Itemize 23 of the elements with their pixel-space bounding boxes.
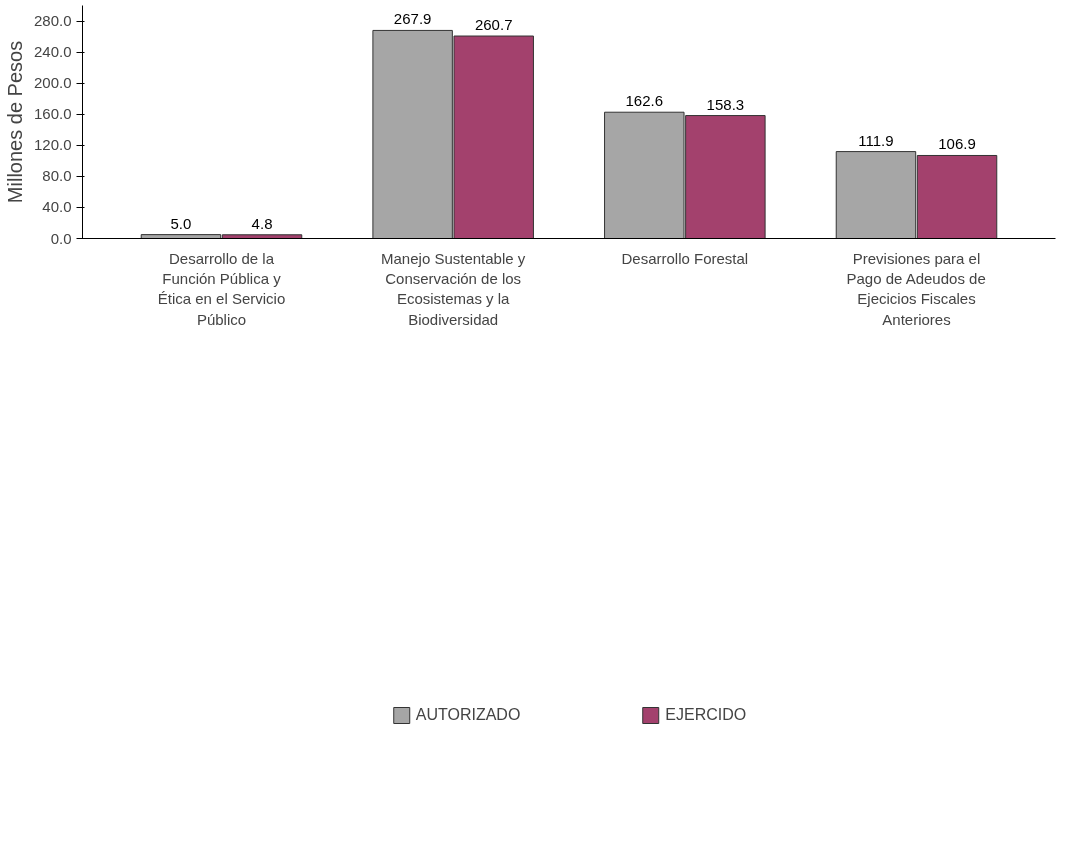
data-label: 106.9 bbox=[938, 135, 976, 153]
data-label: 4.8 bbox=[251, 214, 273, 232]
y-tick-label: 200.0 bbox=[33, 74, 72, 92]
data-label: 267.9 bbox=[393, 10, 432, 28]
y-tick-label: 0.0 bbox=[50, 229, 72, 247]
x-tick-label: Desarrollo de la Función Pública y Ética en el Servicio Público bbox=[157, 249, 286, 328]
y-tick-label: 80.0 bbox=[42, 167, 72, 185]
x-tick-label: Desarrollo Forestal bbox=[621, 249, 749, 267]
x-tick-label: Previsiones para el Pago de Adeudos de Ejecicios Fiscales Anteriores bbox=[846, 249, 986, 328]
y-tick-label: 160.0 bbox=[33, 105, 72, 123]
data-label: 260.7 bbox=[474, 16, 513, 34]
legend-label: EJERCIDO bbox=[665, 706, 747, 724]
y-axis-title: Millones de Pesos bbox=[3, 40, 26, 204]
x-tick-label: Manejo Sustentable y Conservación de los Ecosistemas y la Biodiversidad bbox=[381, 249, 526, 328]
y-tick-label: 40.0 bbox=[42, 198, 72, 216]
data-label: 5.0 bbox=[170, 214, 192, 232]
y-tick-label: 120.0 bbox=[33, 136, 72, 154]
data-label: 162.6 bbox=[625, 92, 664, 110]
y-tick-label: 240.0 bbox=[33, 43, 72, 61]
data-label: 111.9 bbox=[858, 131, 894, 149]
y-tick-label: 280.0 bbox=[33, 12, 72, 30]
legend-label: AUTORIZADO bbox=[415, 706, 521, 724]
data-label: 158.3 bbox=[706, 95, 745, 113]
